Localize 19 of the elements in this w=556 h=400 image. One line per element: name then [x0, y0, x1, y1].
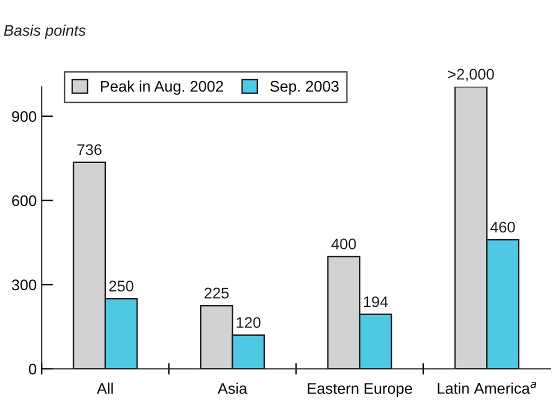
x-tick-label: Eastern Europe — [308, 383, 412, 397]
x-tick-label: All — [96, 382, 113, 394]
legend-label: Sep. 2003 — [270, 80, 339, 95]
y-tick-label: 900 — [12, 111, 36, 122]
x-tick-label: Latin America$^{a}$ — [438, 382, 536, 394]
y-tick-label: 0 — [28, 364, 36, 374]
legend-label: Peak in Aug. 2002 — [100, 80, 223, 95]
data-label: 736 — [77, 144, 102, 156]
data-label: >2,000 — [448, 68, 494, 82]
data-label: 225 — [204, 288, 229, 298]
y-tick-label: 300 — [12, 279, 36, 290]
data-label: 250 — [109, 280, 134, 292]
data-label: 460 — [490, 222, 515, 233]
data-label: 400 — [331, 238, 356, 250]
y-axis-title: Basis points — [4, 24, 86, 39]
y-tick-label: 600 — [12, 195, 36, 206]
x-tick-label: Asia — [218, 382, 248, 394]
data-label: 194 — [364, 296, 388, 308]
data-label: 120 — [236, 317, 261, 328]
